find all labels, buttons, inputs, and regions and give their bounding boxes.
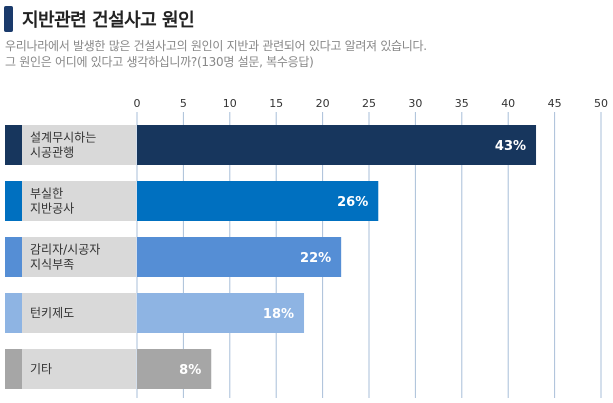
category-label-line: 부실한: [30, 187, 63, 201]
data-label: 22%: [300, 251, 331, 266]
chart-header: 지반관련 건설사고 원인: [4, 5, 195, 33]
category-label-line: 지식부족: [30, 258, 74, 272]
chart-subtitle: 우리나라에서 발생한 많은 건설사고의 원인이 지반과 관련되어 있다고 알려져…: [5, 38, 605, 70]
category-label-line: 기타: [30, 362, 52, 376]
category-label: 부실한 지반공사: [30, 187, 74, 216]
bar: [137, 293, 305, 333]
data-label: 43%: [495, 139, 526, 154]
category-color-tab: [5, 349, 22, 389]
category-box: [5, 125, 136, 165]
category-box: [5, 293, 136, 333]
category-color-tab: [5, 181, 22, 221]
bar: [137, 125, 537, 165]
x-tick-label: 35: [455, 97, 469, 110]
category-label: 설계무시하는 시공관행: [30, 131, 96, 160]
data-label: 8%: [179, 363, 201, 378]
category-label: 턴키제도: [30, 306, 74, 320]
x-tick-label: 25: [362, 97, 376, 110]
x-tick-label: 45: [548, 97, 562, 110]
category-label: 감리자/시공자 지식부족: [30, 243, 100, 272]
x-tick-label: 5: [180, 97, 187, 110]
category-box: [5, 181, 136, 221]
category-color-tab: [5, 293, 22, 333]
category-label: 기타: [30, 362, 52, 376]
category-label-line: 턴키제도: [30, 306, 74, 320]
x-tick-label: 20: [316, 97, 330, 110]
category-color-tab: [5, 125, 22, 165]
x-tick-label: 30: [408, 97, 422, 110]
category-label-line: 감리자/시공자: [30, 243, 100, 257]
bar: [137, 349, 212, 389]
bar: [137, 181, 379, 221]
chart-title: 지반관련 건설사고 원인: [22, 10, 195, 31]
x-tick-label: 15: [269, 97, 283, 110]
category-label-line: 시공관행: [30, 145, 74, 160]
x-tick-label: 50: [594, 97, 608, 110]
bar: [137, 237, 342, 277]
x-tick-label: 0: [134, 97, 141, 110]
subtitle-line-1: 우리나라에서 발생한 많은 건설사고의 원인이 지반과 관련되어 있다고 알려져…: [5, 39, 427, 53]
data-label: 26%: [337, 195, 368, 210]
x-tick-label: 40: [501, 97, 515, 110]
category-label-line: 지반공사: [30, 202, 74, 216]
data-label: 18%: [263, 307, 294, 322]
subtitle-line-2: 그 원인은 어디에 있다고 생각하십니까?(130명 설문, 복수응답): [5, 55, 314, 69]
category-color-tab: [5, 237, 22, 277]
title-accent-bar: [4, 6, 13, 32]
category-box: [5, 237, 136, 277]
x-tick-label: 10: [223, 97, 237, 110]
category-label-line: 설계무시하는: [30, 131, 96, 145]
category-box: [5, 349, 136, 389]
